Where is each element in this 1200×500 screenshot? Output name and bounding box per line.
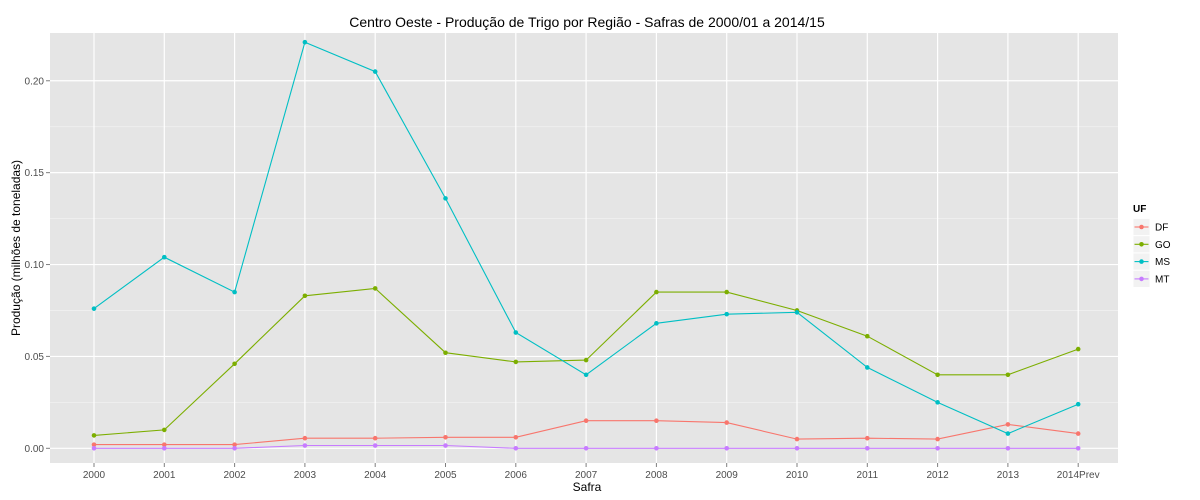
x-tick-label: 2012 [926, 470, 949, 481]
data-point-df [302, 435, 308, 441]
y-tick-label: 0.05 [25, 352, 45, 363]
x-tick-label: 2001 [153, 470, 176, 481]
data-point-go [372, 286, 378, 291]
data-point-ms [724, 311, 729, 317]
series-points [91, 39, 1081, 451]
x-tick-label: 2011 [857, 470, 879, 481]
data-point-go [654, 289, 659, 295]
data-point-mt [302, 443, 308, 448]
data-point-mt [654, 445, 659, 451]
data-point-go [865, 333, 870, 339]
data-point-mt [865, 445, 870, 451]
data-point-mt [583, 445, 589, 451]
x-tick-label: 2010 [786, 470, 809, 481]
data-point-ms [162, 254, 167, 260]
data-point-go [935, 372, 940, 378]
x-tick-label: 2008 [645, 470, 668, 481]
data-point-go [443, 350, 448, 356]
data-point-df [91, 442, 97, 447]
data-point-go [513, 359, 519, 365]
legend: UF DF GO MS MT [1132, 204, 1171, 288]
x-tick-label: 2004 [364, 470, 387, 481]
legend-key-point [1139, 276, 1144, 282]
data-point-mt [372, 443, 378, 448]
data-point-go [583, 357, 589, 363]
data-point-mt [513, 445, 519, 451]
data-point-df [654, 418, 659, 424]
legend-label-mt: MT [1155, 274, 1169, 285]
x-tick-label: 2005 [434, 470, 457, 481]
data-point-ms [583, 372, 589, 378]
x-tick-label: 2000 [83, 470, 106, 481]
data-point-df [865, 435, 870, 441]
legend-label-df: DF [1155, 223, 1168, 234]
data-point-go [1075, 346, 1081, 352]
data-point-ms [865, 365, 870, 370]
major-gridlines [50, 33, 1118, 463]
data-point-ms [654, 321, 659, 326]
x-tick-label: 2002 [223, 470, 246, 481]
data-point-go [302, 293, 308, 299]
data-point-go [232, 361, 237, 367]
data-point-ms [443, 196, 448, 201]
legend-key-point [1139, 259, 1144, 264]
x-axis-title: Safra [573, 480, 602, 494]
data-point-df [583, 418, 589, 424]
y-tick-label: 0.20 [25, 76, 45, 87]
y-tick-label: 0.10 [25, 260, 45, 271]
x-tick-label: 2013 [997, 470, 1020, 481]
x-tick-label: 2007 [575, 470, 598, 481]
plot-panel [50, 33, 1118, 463]
data-point-df [443, 434, 448, 440]
data-point-mt [1005, 445, 1011, 451]
data-point-df [794, 436, 800, 442]
data-point-mt [162, 445, 167, 451]
data-point-ms [91, 306, 97, 311]
x-tick-label: 2009 [716, 470, 739, 481]
data-point-ms [1005, 431, 1011, 436]
data-point-go [162, 427, 167, 433]
legend-label-go: GO [1155, 240, 1171, 251]
data-point-df [1005, 422, 1011, 427]
legend-label-ms: MS [1155, 257, 1170, 268]
data-point-df [513, 434, 519, 440]
data-point-ms [1075, 401, 1081, 407]
data-point-ms [372, 69, 378, 74]
x-tick-label: 2014Prev [1057, 470, 1100, 481]
data-point-mt [1075, 445, 1081, 451]
y-axis: 0.00 0.05 0.10 0.15 0.20 [25, 76, 50, 455]
legend-key-point [1139, 224, 1144, 230]
data-point-ms [232, 289, 237, 295]
legend-key-point [1139, 242, 1144, 247]
data-point-go [91, 433, 97, 438]
legend-title: UF [1133, 204, 1146, 215]
data-point-df [935, 436, 940, 442]
data-point-ms [794, 310, 800, 315]
data-point-df [232, 442, 237, 447]
data-point-df [724, 420, 729, 425]
x-tick-label: 2003 [294, 470, 317, 481]
data-point-mt [935, 445, 940, 451]
minor-gridlines [50, 126, 1118, 403]
data-point-mt [91, 445, 97, 451]
x-axis: 2000 2001 2002 2003 2004 2005 2006 2007 2008 2009… [83, 463, 1100, 481]
data-point-mt [794, 445, 800, 451]
data-point-mt [232, 445, 237, 451]
x-tick-label: 2006 [505, 470, 528, 481]
chart-title: Centro Oeste - Produção de Trigo por Reg… [349, 14, 825, 30]
data-point-ms [513, 330, 519, 335]
data-point-mt [724, 445, 729, 451]
data-point-mt [443, 443, 448, 448]
data-point-df [1075, 431, 1081, 436]
y-axis-title: Produção (milhões de toneladas) [9, 160, 23, 336]
data-point-go [1005, 372, 1011, 378]
data-point-df [162, 442, 167, 447]
data-point-ms [302, 39, 308, 45]
y-tick-label: 0.00 [25, 444, 45, 455]
data-point-go [724, 289, 729, 295]
y-tick-label: 0.15 [25, 168, 45, 179]
data-point-ms [935, 400, 940, 405]
data-point-df [372, 435, 378, 441]
